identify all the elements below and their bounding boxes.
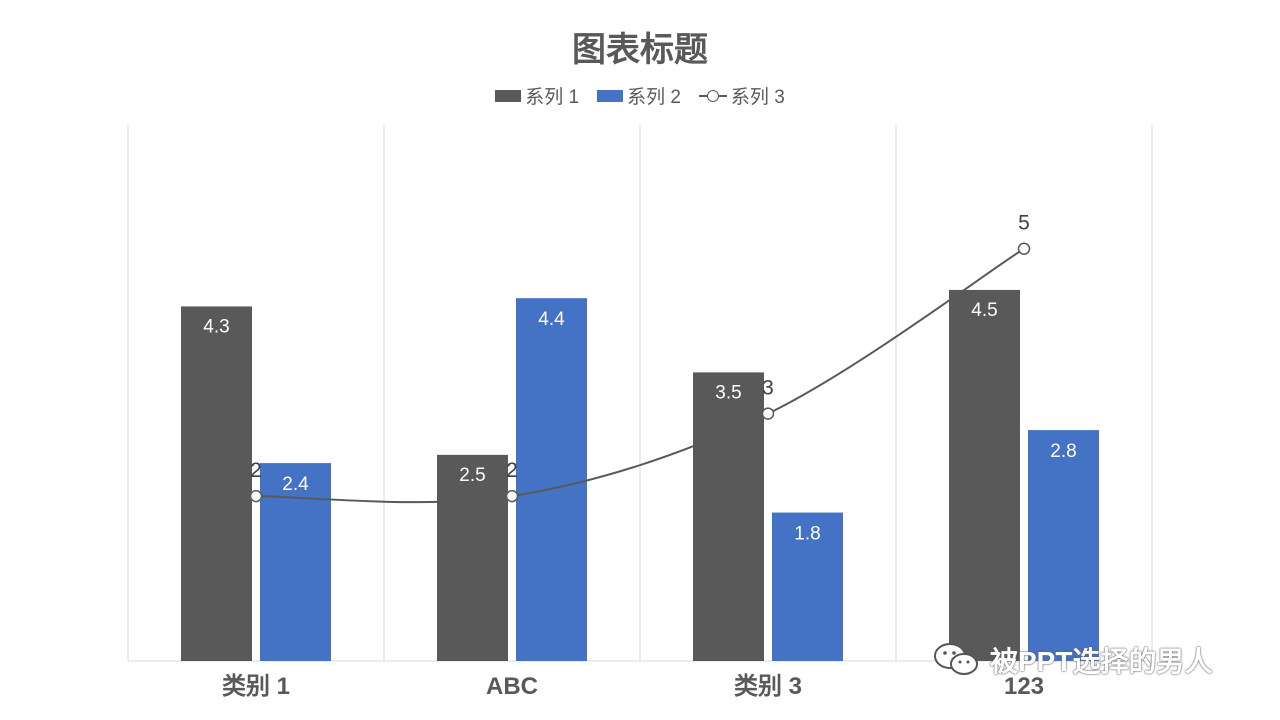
bar-series-2 xyxy=(772,512,843,661)
x-tick-label: ABC xyxy=(486,673,538,700)
legend-label-series-1: 系列 1 xyxy=(525,87,580,108)
data-label-series-2: 1.8 xyxy=(794,524,820,545)
marker-series-3 xyxy=(249,489,263,503)
data-label-series-1: 4.5 xyxy=(971,300,997,321)
marker-series-3 xyxy=(1017,242,1031,255)
bar-series-2 xyxy=(1028,430,1099,661)
data-label-series-1: 4.3 xyxy=(203,316,229,337)
x-tick-label: 类别 3 xyxy=(734,673,802,700)
line-series-3 xyxy=(255,247,1025,504)
data-label-series-3: 3 xyxy=(762,377,774,400)
legend-line-marker-series-3 xyxy=(698,89,727,102)
watermark-text: 被PPT选择的男人 xyxy=(990,646,1213,677)
bar-series-2 xyxy=(516,298,587,661)
bar-series-1 xyxy=(949,289,1020,661)
data-label-series-2: 2.4 xyxy=(282,474,309,495)
wechat-icon xyxy=(934,643,978,675)
x-tick-label: 类别 1 xyxy=(222,673,290,700)
legend-label-series-2: 系列 2 xyxy=(627,87,681,108)
watermark: 被PPT选择的男人 xyxy=(932,638,1212,682)
bar-series-1 xyxy=(693,372,764,661)
legend-swatch-series-1 xyxy=(495,89,522,102)
bar-series-1 xyxy=(181,306,252,661)
legend-item-series-3: 系列 3 xyxy=(698,82,785,109)
marker-series-3 xyxy=(761,407,775,420)
legend-item-series-1: 系列 1 xyxy=(495,82,579,109)
marker-series-3 xyxy=(505,489,519,503)
legend-item-series-2: 系列 2 xyxy=(597,82,681,109)
legend-label-series-3: 系列 3 xyxy=(730,87,785,108)
data-label-series-3: 2 xyxy=(506,459,518,482)
data-label-series-2: 4.4 xyxy=(538,309,565,330)
legend: 系列 1 系列 2 系列 3 xyxy=(0,82,1280,109)
legend-swatch-series-2 xyxy=(597,89,624,102)
bar-series-1 xyxy=(437,454,508,661)
data-label-series-2: 2.8 xyxy=(1050,441,1076,462)
x-tick-label: 123 xyxy=(1004,673,1044,700)
data-label-series-3: 2 xyxy=(250,459,262,482)
chart-title: 图表标题 xyxy=(572,31,708,69)
data-label-series-1: 2.5 xyxy=(459,465,485,486)
data-label-series-3: 5 xyxy=(1018,212,1030,235)
data-label-series-1: 3.5 xyxy=(715,382,741,403)
